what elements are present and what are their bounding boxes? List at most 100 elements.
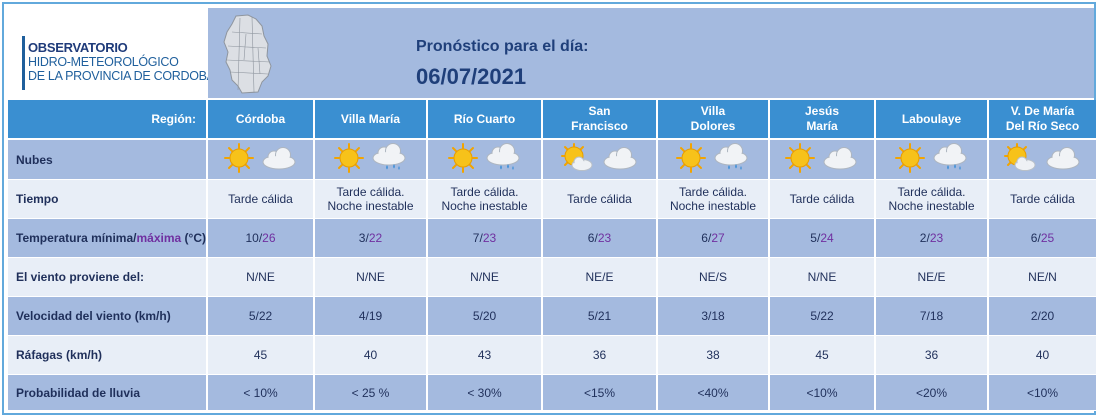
temp-label-prefix: Temperatura mínima/ — [16, 231, 137, 245]
viento-cell: NE/E — [876, 258, 987, 297]
rafagas-cell: 36 — [876, 336, 987, 375]
velocidad-cell: 5/21 — [543, 297, 656, 336]
lluvia-label: Probabilidad de lluvia — [8, 375, 206, 411]
logo-line-2: HIDRO-METEOROLÓGICO — [28, 55, 179, 69]
temp-min: 10 — [245, 231, 259, 245]
rafagas-cell: 40 — [989, 336, 1096, 375]
tiempo-text-line2: Noche inestable — [669, 199, 757, 213]
velocidad-cell: 4/19 — [315, 297, 426, 336]
temp-min: 7 — [472, 231, 480, 245]
viento-cell: NE/S — [658, 258, 768, 297]
viento-cell: N/NE — [315, 258, 426, 297]
nubes-label: Nubes — [8, 140, 206, 180]
tiempo-cell: Tarde cálida — [208, 180, 313, 219]
viento-cell: N/NE — [208, 258, 313, 297]
logo-accent-bar — [22, 36, 25, 90]
region-name-line2: María — [806, 119, 838, 133]
temp-max: 23 — [597, 231, 612, 245]
tiempo-text: Tarde cálida. — [678, 185, 748, 199]
velocidad-row: Velocidad del viento (km/h) 5/22 4/19 5/… — [8, 297, 1096, 336]
temp-max: 23 — [929, 231, 944, 245]
rafagas-cell: 45 — [770, 336, 874, 375]
velocidad-cell: 3/18 — [658, 297, 768, 336]
nubes-cell — [208, 140, 313, 180]
lluvia-row: Probabilidad de lluvia < 10% < 25 % < 30… — [8, 375, 1096, 411]
temp-min: 5 — [810, 231, 817, 245]
tiempo-text: Tarde cálida — [1010, 192, 1075, 206]
region-v-de-maria: V. De María Del Río Seco — [989, 100, 1096, 140]
viento-cell: N/NE — [428, 258, 541, 297]
lluvia-cell: < 30% — [428, 375, 541, 411]
region-name: Jesús — [804, 104, 840, 118]
temp-label-max: máxima — [136, 231, 182, 245]
tiempo-row: Tiempo Tarde cálida Tarde cálida. Noche i… — [8, 180, 1096, 219]
cloud-icon — [1044, 145, 1082, 171]
temp-max: 27 — [711, 231, 725, 245]
sun-icon — [333, 143, 364, 173]
temperatura-cell: 6/25 — [989, 219, 1096, 258]
nubes-row: Nubes — [8, 140, 1096, 180]
nubes-cell — [658, 140, 768, 180]
temperatura-label: Temperatura mínima/máxima (°C) — [8, 219, 206, 258]
tiempo-text-line2: Noche inestable — [327, 199, 414, 213]
lluvia-cell: <40% — [658, 375, 768, 411]
region-cordoba: Córdoba — [208, 100, 313, 140]
viento-cell: NE/N — [989, 258, 1096, 297]
cloud-icon — [821, 145, 859, 171]
tiempo-cell: Tarde cálida. Noche inestable — [428, 180, 541, 219]
rafagas-cell: 40 — [315, 336, 426, 375]
tiempo-cell: Tarde cálida. Noche inestable — [876, 180, 987, 219]
tiempo-text: Tarde cálida — [567, 192, 632, 206]
tiempo-cell: Tarde cálida. Noche inestable — [658, 180, 768, 219]
cloud-rain-icon — [370, 143, 408, 173]
sun-icon — [785, 143, 815, 173]
region-name-line2: Dolores — [690, 119, 736, 133]
region-name: Villa — [700, 104, 726, 118]
rafagas-row: Ráfagas (km/h) 45 40 43 36 38 45 36 40 — [8, 336, 1096, 375]
tiempo-text: Tarde cálida. — [336, 185, 405, 199]
region-name-line2: Francisco — [571, 119, 628, 133]
velocidad-cell: 5/22 — [208, 297, 313, 336]
nubes-cell — [543, 140, 656, 180]
lluvia-cell: < 10% — [208, 375, 313, 411]
tiempo-text: Tarde cálida. — [450, 185, 519, 199]
temperatura-cell: 2/23 — [876, 219, 987, 258]
nubes-cell — [989, 140, 1096, 180]
velocidad-cell: 2/20 — [989, 297, 1096, 336]
viento-label: El viento proviene del: — [8, 258, 206, 297]
lluvia-cell: <15% — [543, 375, 656, 411]
header-bar: Pronóstico para el día: 06/07/2021 — [208, 8, 1094, 98]
region-villa-maria: Villa María — [315, 100, 426, 140]
viento-row: El viento proviene del: N/NE N/NE N/NE N… — [8, 258, 1096, 297]
forecast-date: 06/07/2021 — [416, 64, 527, 89]
velocidad-cell: 5/20 — [428, 297, 541, 336]
rafagas-cell: 36 — [543, 336, 656, 375]
temperatura-cell: 6/23 — [543, 219, 656, 258]
tiempo-cell: Tarde cálida — [770, 180, 874, 219]
tiempo-text-line2: Noche inestable — [441, 199, 528, 213]
sun-icon — [676, 143, 706, 173]
rafagas-cell: 38 — [658, 336, 768, 375]
tiempo-label: Tiempo — [8, 180, 206, 219]
tiempo-cell: Tarde cálida — [543, 180, 656, 219]
logo-line-1: OBSERVATORIO — [28, 40, 128, 55]
cloud-rain-icon — [484, 143, 522, 173]
cloud-rain-icon — [931, 143, 969, 173]
region-rio-cuarto: Río Cuarto — [428, 100, 541, 140]
lluvia-cell: <10% — [989, 375, 1096, 411]
cloud-icon — [260, 145, 298, 171]
rafagas-cell: 45 — [208, 336, 313, 375]
temp-min: 2 — [919, 231, 927, 245]
temp-max: 22 — [368, 231, 383, 245]
region-name: V. De María — [1010, 104, 1075, 118]
logo-line-3: DE LA PROVINCIA DE CORDOBA — [28, 69, 215, 83]
weather-icons — [676, 143, 750, 173]
weather-icons — [447, 143, 522, 173]
cordoba-map-icon — [223, 14, 272, 94]
weather-icons — [785, 143, 859, 173]
tiempo-cell: Tarde cálida. Noche inestable — [315, 180, 426, 219]
region-name-line2: Del Río Seco — [1005, 119, 1080, 133]
nubes-cell — [876, 140, 987, 180]
region-name: Río Cuarto — [453, 111, 516, 126]
forecast-title: Pronóstico para el día: — [416, 38, 589, 55]
